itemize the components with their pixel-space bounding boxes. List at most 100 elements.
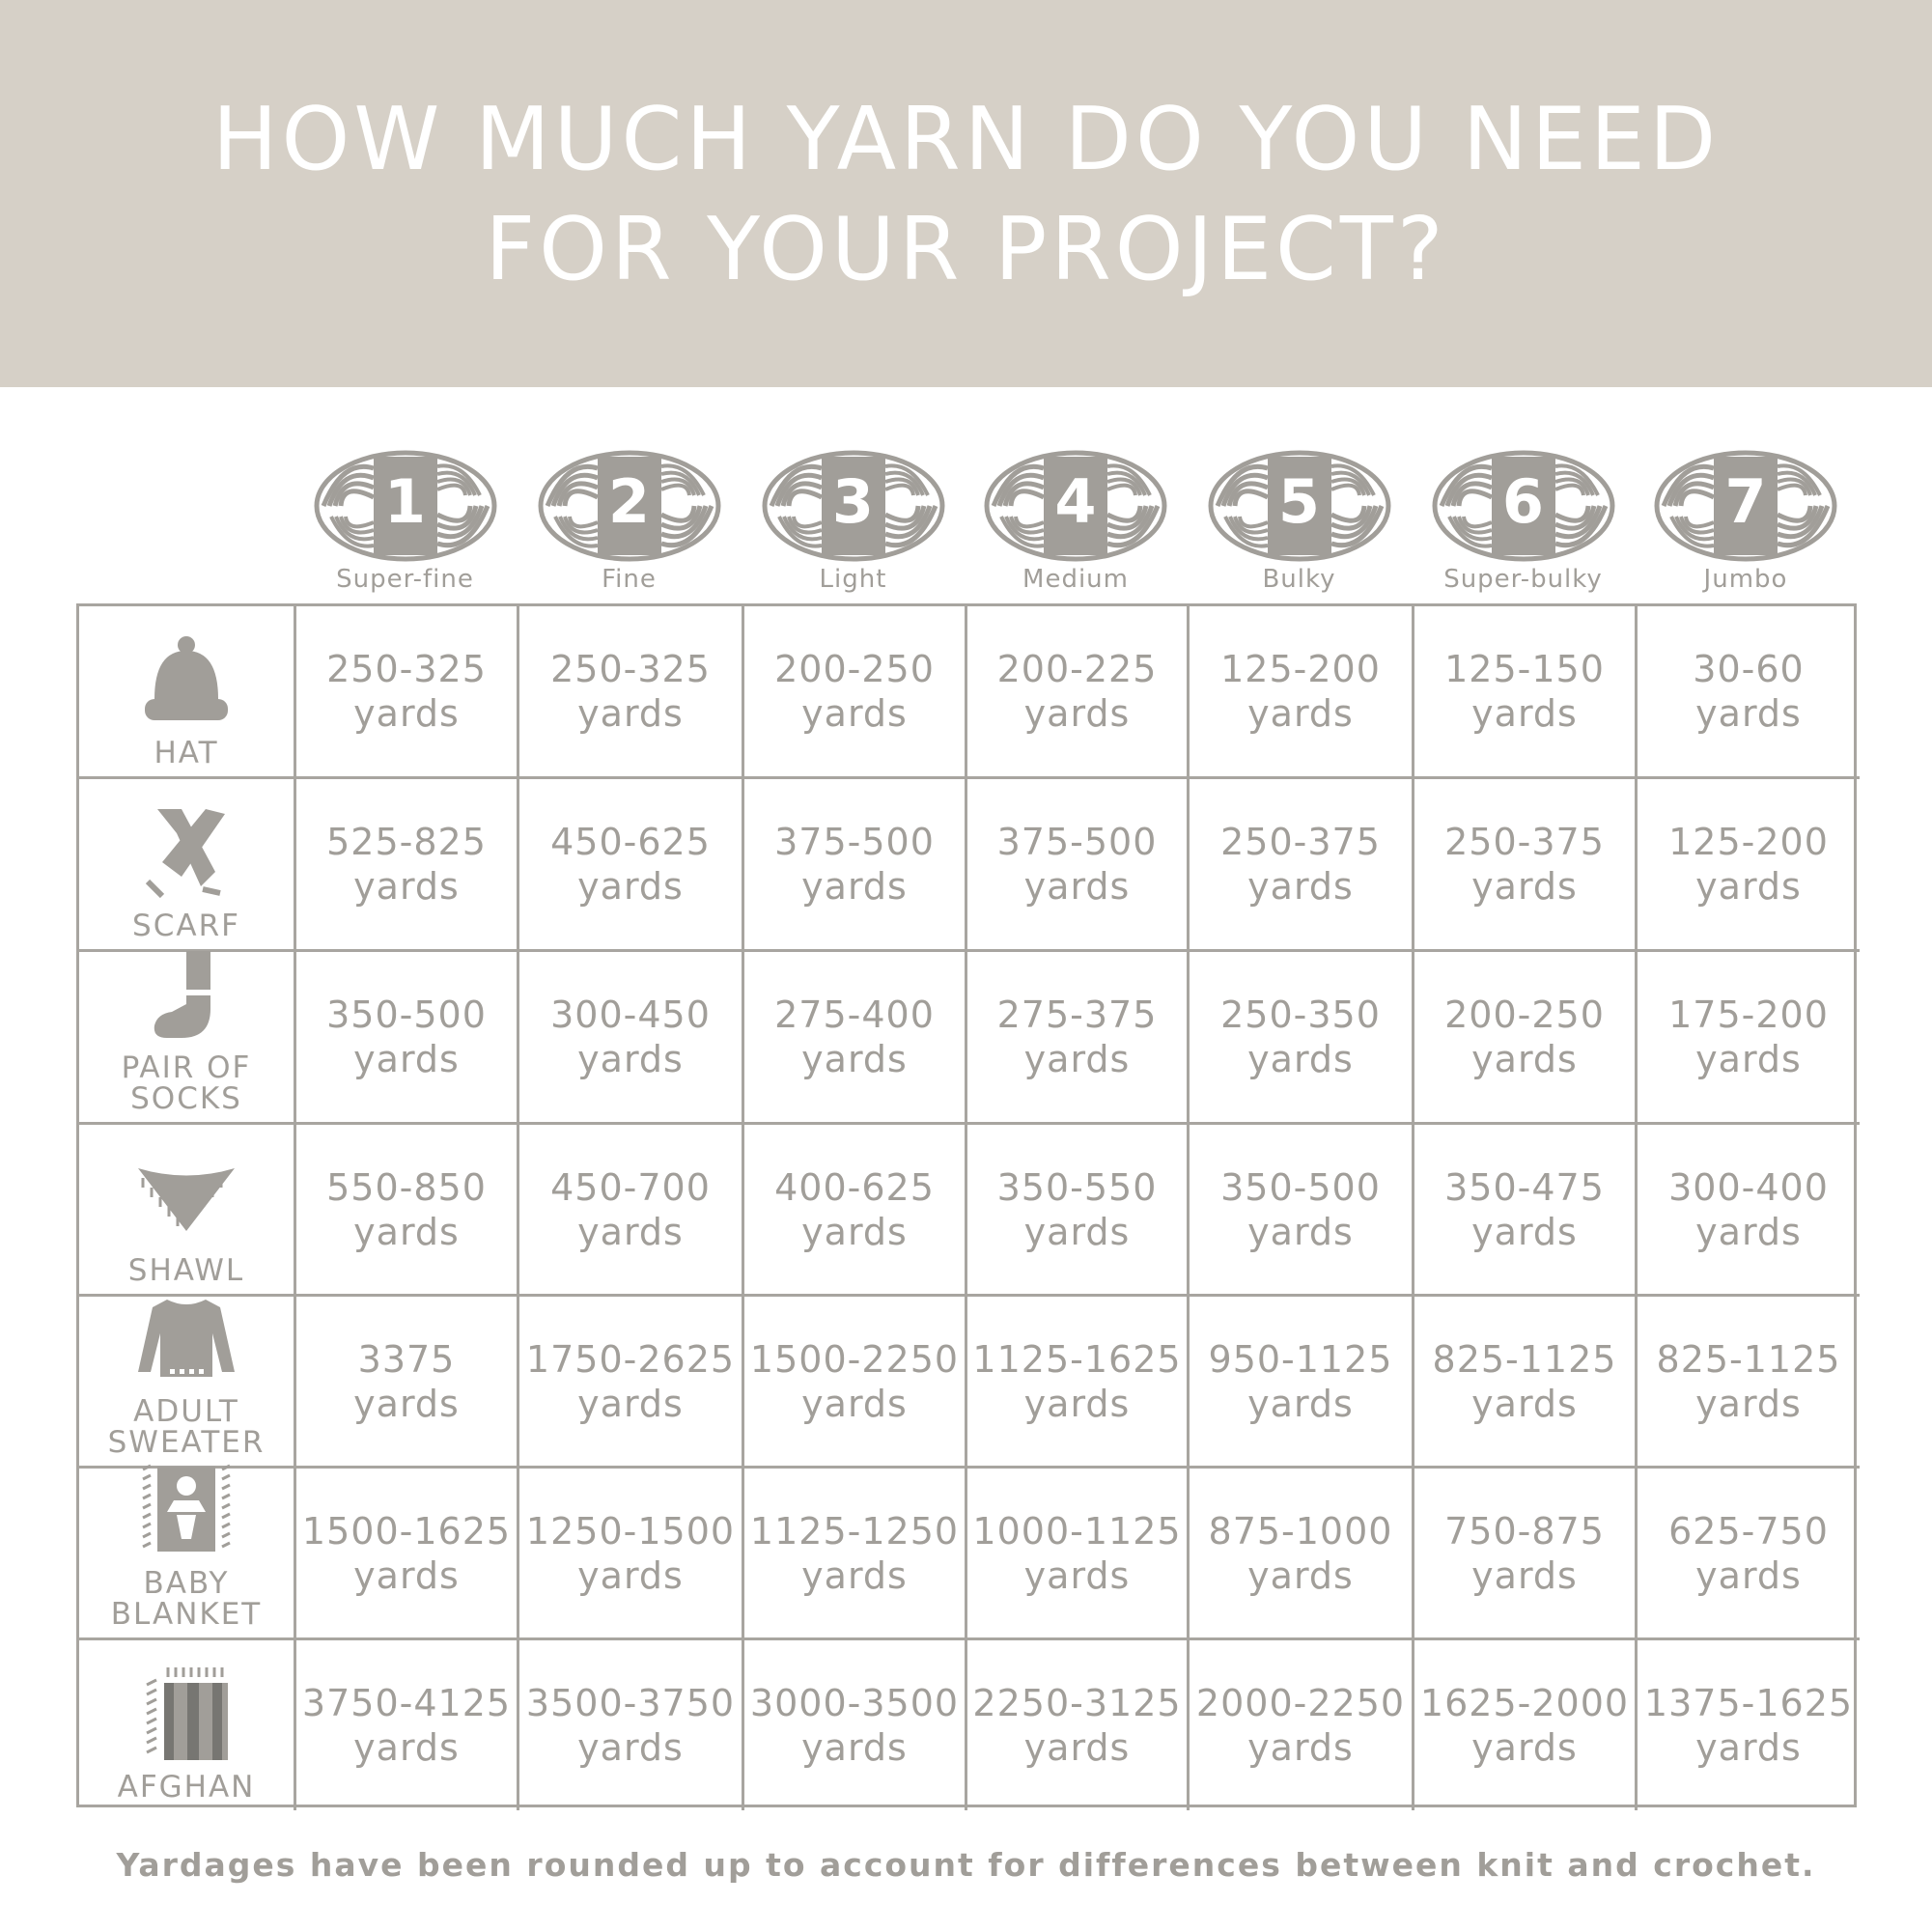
- yardage-range: 30-60: [1693, 648, 1805, 690]
- yarn-weight-7: 7 Jumbo: [1635, 449, 1857, 594]
- yardage-unit: yards: [1247, 1210, 1354, 1253]
- yardage-range: 875-1000: [1208, 1509, 1393, 1553]
- yardage-cell: 825-1125 yards: [1638, 1297, 1860, 1469]
- yardage-range: 300-450: [550, 993, 711, 1036]
- yardage-range: 550-850: [326, 1165, 487, 1209]
- yardage-unit: yards: [577, 1382, 684, 1425]
- yardage-cell: 350-475 yards: [1414, 1125, 1638, 1297]
- yardage-unit: yards: [1023, 1210, 1131, 1253]
- project-hat: HAT: [79, 606, 296, 779]
- yardage-cell: 375-500 yards: [967, 779, 1190, 952]
- yardage-cell: 3375 yards: [296, 1297, 519, 1469]
- yardage-cell: 250-350 yards: [1190, 952, 1414, 1125]
- yarn-weight-number: 1: [383, 466, 427, 537]
- yarn-weight-label: Fine: [602, 565, 657, 594]
- yardage-range: 450-700: [550, 1165, 711, 1209]
- yarn-weight-label: Bulky: [1262, 565, 1336, 594]
- yarn-weight-label: Medium: [1022, 565, 1129, 594]
- yardage-unit: yards: [1023, 1038, 1131, 1080]
- yardage-cell: 2250-3125 yards: [967, 1640, 1190, 1810]
- yardage-cell: 1750-2625 yards: [519, 1297, 744, 1469]
- yardage-cell: 250-375 yards: [1414, 779, 1638, 952]
- yarn-skein-icon: 6: [1432, 449, 1615, 563]
- yardage-range: 3375: [357, 1337, 456, 1381]
- yardage-cell: 3750-4125 yards: [296, 1640, 519, 1810]
- project-baby-blanket: BABY BLANKET: [79, 1464, 296, 1640]
- yardage-range: 750-875: [1444, 1509, 1605, 1553]
- yardage-cell: 2000-2250 yards: [1190, 1640, 1414, 1810]
- yardage-unit: yards: [1471, 1382, 1578, 1425]
- project-label: SCARF: [132, 909, 240, 943]
- yardage-range: 350-550: [996, 1165, 1158, 1209]
- yardage-range: 300-400: [1668, 1165, 1829, 1209]
- yardage-range: 250-325: [326, 648, 487, 690]
- yardage-range: 2000-2250: [1195, 1682, 1406, 1724]
- yardage-unit: yards: [577, 1210, 684, 1253]
- yardage-unit: yards: [1247, 865, 1354, 908]
- yardage-range: 625-750: [1668, 1509, 1829, 1553]
- yarn-skein-icon: 1: [314, 449, 497, 563]
- yardage-cell: 1125-1250 yards: [744, 1469, 967, 1640]
- project-scarf: SCARF: [79, 779, 296, 952]
- yardage-cell: 875-1000 yards: [1190, 1469, 1414, 1640]
- yardage-range: 350-500: [1220, 1165, 1381, 1209]
- yardage-cell: 450-625 yards: [519, 779, 744, 952]
- yardage-unit: yards: [1471, 1553, 1578, 1597]
- yardage-range: 125-200: [1668, 821, 1829, 863]
- title-banner: HOW MUCH YARN DO YOU NEED FOR YOUR PROJE…: [0, 0, 1932, 387]
- yardage-cell: 350-500 yards: [1190, 1125, 1414, 1297]
- yardage-unit: yards: [1023, 1553, 1131, 1597]
- yardage-unit: yards: [1247, 1726, 1354, 1769]
- yardage-unit: yards: [801, 1210, 908, 1253]
- yardage-table: HAT 250-325 yards 250-325 yards 200-250 yards 2…: [76, 603, 1860, 1810]
- sweater-icon: [133, 1290, 239, 1396]
- yardage-unit: yards: [1247, 1038, 1354, 1080]
- yardage-cell: 1625-2000 yards: [1414, 1640, 1638, 1810]
- yardage-cell: 950-1125 yards: [1190, 1297, 1414, 1469]
- project-label: PAIR OF: [121, 1050, 252, 1085]
- yardage-range: 1125-1625: [972, 1337, 1182, 1381]
- yardage-range: 250-325: [550, 648, 711, 690]
- yardage-range: 450-625: [550, 821, 711, 863]
- yardage-cell: 750-875 yards: [1414, 1469, 1638, 1640]
- yardage-range: 250-350: [1220, 993, 1381, 1036]
- yarn-skein-icon: 7: [1654, 449, 1837, 563]
- yardage-cell: 1000-1125 yards: [967, 1469, 1190, 1640]
- project-label: SHAWL: [127, 1253, 245, 1288]
- yarn-weight-label: Jumbo: [1703, 565, 1788, 594]
- project-label: ADULT: [133, 1394, 239, 1429]
- project-label: SOCKS: [130, 1081, 242, 1116]
- yardage-unit: yards: [577, 1726, 684, 1769]
- shawl-icon: [133, 1149, 239, 1255]
- yardage-cell: 825-1125 yards: [1414, 1297, 1638, 1469]
- yardage-range: 1625-2000: [1419, 1682, 1630, 1724]
- yarn-weight-number: 6: [1501, 466, 1545, 537]
- yarn-weight-label: Super-bulky: [1443, 565, 1603, 594]
- yardage-unit: yards: [801, 1382, 908, 1425]
- yardage-unit: yards: [1695, 1210, 1802, 1253]
- hat-icon: [133, 631, 239, 738]
- yardage-range: 400-625: [774, 1165, 935, 1209]
- scarf-icon: [133, 804, 239, 910]
- yardage-unit: yards: [1471, 1726, 1578, 1769]
- project-label: AFGHAN: [117, 1770, 256, 1805]
- yardage-range: 200-225: [996, 648, 1158, 690]
- project-pair-of-socks: PAIR OF SOCKS: [79, 951, 296, 1125]
- yardage-range: 950-1125: [1208, 1337, 1393, 1381]
- yardage-range: 175-200: [1668, 993, 1829, 1036]
- yardage-range: 200-250: [774, 648, 935, 690]
- page-title-line-2: FOR YOUR PROJECT?: [485, 199, 1447, 300]
- yardage-range: 275-400: [774, 993, 935, 1036]
- yardage-cell: 1125-1625 yards: [967, 1297, 1190, 1469]
- yardage-unit: yards: [1471, 1038, 1578, 1080]
- yardage-cell: 400-625 yards: [744, 1125, 967, 1297]
- yardage-unit: yards: [577, 865, 684, 908]
- yardage-range: 3750-4125: [301, 1682, 512, 1724]
- yardage-cell: 375-500 yards: [744, 779, 967, 952]
- yardage-unit: yards: [801, 1553, 908, 1597]
- yarn-weight-6: 6 Super-bulky: [1412, 449, 1635, 594]
- yardage-unit: yards: [577, 1038, 684, 1080]
- yardage-unit: yards: [1023, 865, 1131, 908]
- yardage-cell: 1250-1500 yards: [519, 1469, 744, 1640]
- baby-blanket-icon: [133, 1462, 239, 1568]
